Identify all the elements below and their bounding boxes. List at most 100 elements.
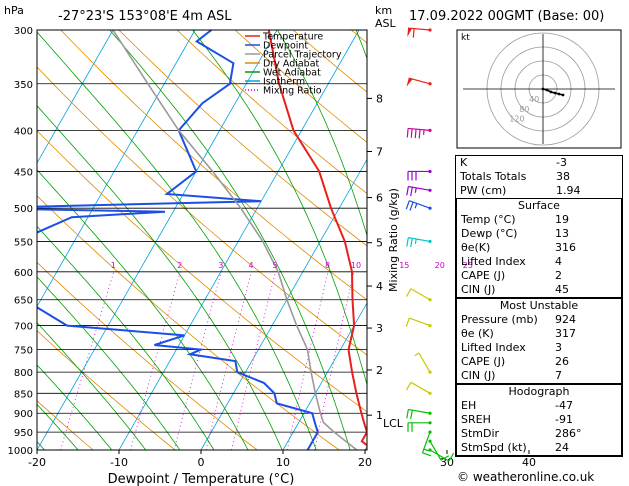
plot-frame	[36, 29, 368, 451]
hodograph-ring-label: 80	[519, 105, 529, 114]
x-tick-label: -10	[110, 456, 128, 469]
dry-adiabat	[118, 30, 367, 247]
wet-adiabat	[37, 276, 181, 450]
wind-barbs	[405, 27, 455, 462]
hodograph-ring-label: 120	[509, 115, 524, 124]
isotherm-line	[118, 30, 360, 450]
hodograph-title: Hodograph	[508, 385, 570, 398]
legend-label: Mixing Ratio	[263, 86, 322, 97]
wet-adiabat	[37, 225, 215, 450]
pw-row: PW (cm) 1.94	[460, 184, 581, 197]
wind-barb	[405, 288, 432, 302]
pressure-tick-label: 400	[14, 126, 33, 137]
dry-adiabat	[60, 30, 367, 301]
pressure-tick-label: 600	[14, 268, 33, 279]
profile-lines	[37, 30, 367, 450]
wind-barb	[421, 430, 432, 457]
km-tick-label: 6	[376, 192, 383, 205]
wind-barb	[406, 408, 432, 420]
hpa-label: hPa	[4, 4, 24, 17]
temperature-line	[267, 30, 367, 447]
wet-adiabat	[37, 364, 113, 450]
pressure-tick-label: 700	[14, 322, 33, 333]
wind-barb	[406, 127, 432, 139]
mixing-ratio-label: 10	[351, 261, 361, 270]
wind-barb	[406, 237, 432, 248]
mixing-ratio-label: 8	[325, 261, 330, 270]
wet-adiabat	[37, 105, 283, 450]
stability-indices: K -3 Totals Totals 38 PW (cm) 1.94	[456, 156, 622, 198]
dry-adiabat	[37, 261, 258, 450]
wind-barb	[407, 421, 432, 432]
hodograph-point	[549, 90, 553, 94]
indices-panel: K -3 Totals Totals 38 PW (cm) 1.94 Surface …	[455, 155, 623, 457]
dry-adiabat	[37, 195, 340, 450]
x-tick-label: 40	[522, 456, 536, 469]
mixing-ratio-line	[173, 271, 222, 450]
mixing-ratio-label: 5	[273, 261, 278, 270]
isotherm-line	[37, 30, 114, 164]
k-row: K -3	[460, 156, 567, 169]
isotherm-line	[37, 30, 278, 450]
legend-label: Parcel Trajectory	[263, 50, 342, 61]
isotherm-line	[37, 30, 196, 308]
footer-credit[interactable]: © weatheronline.co.uk	[457, 470, 595, 484]
tt-row: Totals Totals 38	[460, 170, 570, 183]
mixing-ratio-label: 20	[435, 261, 445, 270]
pressure-tick-label: 950	[14, 428, 33, 439]
wet-adiabat	[37, 322, 147, 450]
legend-label: Dry Adiabat	[263, 59, 320, 70]
pressure-tick-label: 550	[14, 237, 33, 248]
hodograph-ring-label: 40	[529, 95, 539, 104]
pressure-tick-label: 800	[14, 368, 33, 379]
mixing-ratio-label: 15	[399, 261, 409, 270]
most-unstable-title: Most Unstable	[499, 299, 579, 312]
surface-section: Surface Temp (°C) 19 Dewp (°C) 13 θe(K) 316…	[456, 198, 622, 298]
km-label: km	[375, 4, 392, 17]
date-label: 17.09.2022 00GMT (Base: 00)	[409, 9, 604, 24]
wind-barb	[428, 448, 455, 462]
wet-adiabat	[191, 30, 367, 387]
pressure-tick-label: 900	[14, 409, 33, 420]
background-lines	[37, 30, 367, 450]
mixing-ratio-label: 1	[111, 261, 116, 270]
wet-adiabat	[109, 30, 351, 450]
wet-adiabat	[37, 169, 249, 450]
wind-barb	[406, 77, 432, 87]
mixing-ratio-line	[231, 271, 276, 450]
wet-adiabat	[276, 30, 367, 237]
legend-label: Temperature	[262, 32, 323, 43]
wind-barb	[407, 27, 432, 38]
parcel-trajectory-line	[112, 30, 358, 450]
dry-adiabat	[37, 130, 367, 413]
legend-label: Isotherm	[263, 77, 305, 88]
hodograph-point	[545, 88, 549, 92]
surface-title: Surface	[518, 199, 560, 212]
mixing-ratio-line	[314, 271, 355, 450]
x-axis-title: Dewpoint / Temperature (°C)	[108, 472, 295, 486]
pressure-tick-label: 450	[14, 167, 33, 178]
wind-barb	[414, 352, 432, 374]
hodograph-point	[557, 92, 561, 96]
mixing-ratio-line	[130, 271, 181, 450]
hodograph-point	[553, 91, 557, 95]
dry-adiabat	[37, 66, 367, 356]
pressure-tick-label: 350	[14, 80, 33, 91]
km-tick-label: 3	[376, 322, 383, 335]
location-title: -27°23'S 153°08'E 4m ASL	[58, 9, 232, 24]
asl-label: ASL	[375, 17, 397, 30]
pressure-tick-label: 650	[14, 296, 33, 307]
hodograph-point	[541, 87, 545, 91]
mixing-ratio-label: 2	[177, 261, 182, 270]
x-tick-label: 0	[198, 456, 205, 469]
wind-barb	[405, 317, 432, 328]
x-tick-label: 30	[440, 456, 454, 469]
km-tick-label: 4	[376, 280, 383, 293]
km-tick-label: 5	[376, 237, 383, 250]
hodograph-kt-label: kt	[461, 33, 470, 43]
hodograph-section: Hodograph EH -47 SREH -91 StmDir 286° StmSp…	[456, 384, 622, 456]
wind-barb	[406, 185, 432, 197]
wind-barb	[405, 200, 432, 211]
